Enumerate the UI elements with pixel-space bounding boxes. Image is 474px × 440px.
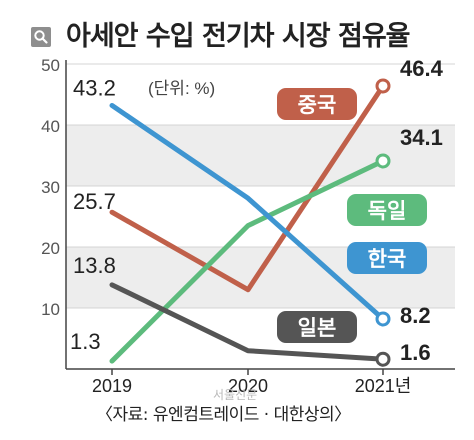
search-icon[interactable] <box>31 27 51 47</box>
value-label-중국-2021: 46.4 <box>400 56 444 81</box>
watermark-text: 서울신문 <box>213 388 258 402</box>
value-label-독일-2019: 1.3 <box>70 329 101 354</box>
legend-pill-독일 <box>347 194 427 226</box>
value-label-독일-2021: 34.1 <box>400 125 443 150</box>
y-tick-label-40: 40 <box>41 117 60 136</box>
legend-pill-일본 <box>277 311 357 343</box>
unit-label: (단위: %) <box>148 79 215 98</box>
x-tick-label-2: 2021년 <box>355 376 412 396</box>
end-marker-한국 <box>375 311 391 327</box>
end-marker-일본 <box>375 351 391 367</box>
y-tick-label-20: 20 <box>41 239 60 258</box>
legend-pill-한국 <box>347 242 427 274</box>
series-line-일본 <box>109 282 386 362</box>
value-label-한국-2019: 43.2 <box>73 75 116 100</box>
end-marker-중국 <box>375 78 391 94</box>
y-tick-label-10: 10 <box>41 300 60 319</box>
value-label-일본-2019: 13.8 <box>73 253 116 278</box>
x-tick-label-1: 2020 <box>228 376 268 396</box>
series-line-독일 <box>109 158 386 364</box>
end-marker-독일 <box>375 153 391 169</box>
x-tick-label-0: 2019 <box>92 376 132 396</box>
y-tick-label-30: 30 <box>41 178 60 197</box>
chart-title: 아세안 수입 전기차 시장 점유율 <box>66 21 411 52</box>
legend-label-중국: 중국 <box>298 94 337 117</box>
title-bar: 아세안 수입 전기차 시장 점유율 <box>0 0 474 52</box>
series-line-한국 <box>109 102 386 322</box>
legend-label-일본: 일본 <box>298 317 337 340</box>
value-label-한국-2021: 8.2 <box>400 303 431 328</box>
grid-band-30 <box>66 125 455 186</box>
legend-label-독일: 독일 <box>368 200 407 223</box>
value-label-중국-2019: 25.7 <box>73 189 116 214</box>
series-line-중국 <box>109 83 386 293</box>
y-tick-label-50: 50 <box>41 56 60 75</box>
value-label-일본-2021: 1.6 <box>400 340 431 365</box>
legend-label-한국: 한국 <box>368 248 407 271</box>
source-note: 〈자료: 유엔컴트레이드 · 대한상의〉 <box>96 405 351 425</box>
legend-pill-중국 <box>277 88 357 120</box>
